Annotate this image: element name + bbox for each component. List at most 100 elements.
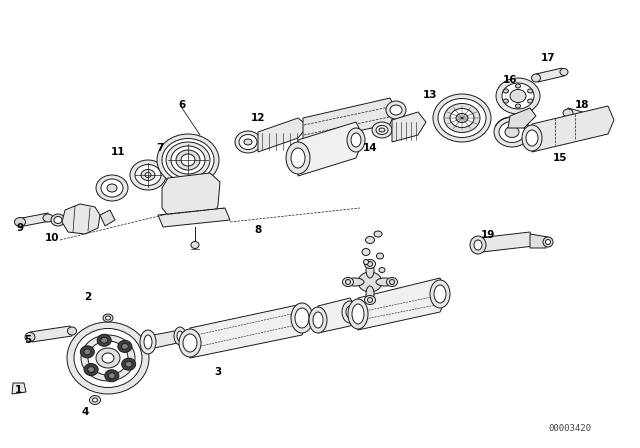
- Ellipse shape: [470, 236, 486, 254]
- Ellipse shape: [181, 154, 195, 166]
- Ellipse shape: [108, 373, 115, 379]
- Ellipse shape: [179, 329, 201, 357]
- Ellipse shape: [43, 214, 53, 222]
- Ellipse shape: [379, 267, 385, 272]
- Ellipse shape: [313, 312, 323, 328]
- Ellipse shape: [430, 280, 450, 308]
- Ellipse shape: [81, 346, 94, 358]
- Ellipse shape: [130, 160, 166, 190]
- Polygon shape: [532, 106, 614, 152]
- Ellipse shape: [386, 101, 406, 119]
- Ellipse shape: [140, 330, 156, 354]
- Ellipse shape: [527, 89, 532, 93]
- Ellipse shape: [157, 134, 219, 186]
- Text: 17: 17: [541, 53, 556, 63]
- Text: 3: 3: [214, 367, 221, 377]
- Ellipse shape: [81, 335, 135, 381]
- Ellipse shape: [379, 128, 385, 132]
- Ellipse shape: [25, 332, 35, 341]
- Ellipse shape: [450, 108, 474, 128]
- Text: 4: 4: [81, 407, 89, 417]
- Ellipse shape: [346, 280, 351, 284]
- Ellipse shape: [591, 117, 598, 123]
- Ellipse shape: [376, 278, 394, 286]
- Ellipse shape: [15, 217, 26, 227]
- Ellipse shape: [96, 175, 128, 201]
- Text: 5: 5: [24, 335, 31, 345]
- Ellipse shape: [125, 361, 132, 367]
- Ellipse shape: [374, 231, 382, 237]
- Polygon shape: [298, 122, 364, 176]
- Polygon shape: [358, 278, 448, 330]
- Text: 10: 10: [45, 233, 60, 243]
- Text: 12: 12: [251, 113, 265, 123]
- Ellipse shape: [162, 138, 214, 181]
- Polygon shape: [62, 204, 100, 234]
- Ellipse shape: [502, 83, 534, 109]
- Text: 9: 9: [17, 223, 24, 233]
- Ellipse shape: [84, 364, 98, 375]
- Ellipse shape: [390, 280, 394, 284]
- Ellipse shape: [346, 306, 354, 318]
- Polygon shape: [566, 108, 594, 124]
- Ellipse shape: [244, 139, 252, 145]
- Polygon shape: [530, 234, 548, 248]
- Ellipse shape: [103, 314, 113, 322]
- Ellipse shape: [376, 125, 388, 134]
- Ellipse shape: [366, 286, 374, 302]
- Text: 14: 14: [363, 143, 378, 153]
- Ellipse shape: [177, 331, 183, 341]
- Polygon shape: [392, 112, 426, 142]
- Ellipse shape: [102, 353, 114, 363]
- Ellipse shape: [13, 384, 23, 392]
- Ellipse shape: [101, 179, 123, 197]
- Ellipse shape: [122, 358, 136, 370]
- Ellipse shape: [118, 340, 132, 353]
- Ellipse shape: [122, 344, 129, 349]
- Ellipse shape: [365, 296, 376, 305]
- Ellipse shape: [191, 241, 199, 249]
- Polygon shape: [100, 210, 115, 226]
- Ellipse shape: [387, 277, 397, 287]
- Ellipse shape: [543, 237, 553, 247]
- Ellipse shape: [348, 299, 368, 329]
- Ellipse shape: [166, 142, 210, 178]
- Ellipse shape: [390, 105, 402, 115]
- Polygon shape: [508, 108, 536, 128]
- Ellipse shape: [504, 89, 508, 93]
- Text: 18: 18: [575, 100, 589, 110]
- Ellipse shape: [67, 322, 149, 394]
- Ellipse shape: [342, 277, 353, 287]
- Ellipse shape: [295, 308, 309, 328]
- Ellipse shape: [145, 172, 151, 177]
- Ellipse shape: [144, 335, 152, 349]
- Text: 15: 15: [553, 153, 567, 163]
- Ellipse shape: [545, 240, 550, 245]
- Ellipse shape: [505, 126, 519, 138]
- Ellipse shape: [367, 297, 372, 302]
- Polygon shape: [318, 298, 358, 333]
- Ellipse shape: [510, 90, 526, 103]
- Ellipse shape: [563, 109, 573, 117]
- Ellipse shape: [88, 366, 95, 373]
- Text: 7: 7: [156, 143, 164, 153]
- Ellipse shape: [286, 142, 310, 174]
- Polygon shape: [158, 208, 230, 227]
- Ellipse shape: [434, 285, 446, 303]
- Polygon shape: [303, 98, 396, 143]
- Polygon shape: [258, 118, 308, 152]
- Ellipse shape: [474, 240, 482, 250]
- Ellipse shape: [515, 84, 520, 88]
- Text: 19: 19: [481, 230, 495, 240]
- Ellipse shape: [106, 316, 111, 320]
- Polygon shape: [536, 68, 564, 82]
- Ellipse shape: [358, 272, 382, 292]
- Ellipse shape: [176, 150, 200, 170]
- Ellipse shape: [291, 303, 313, 333]
- Text: 13: 13: [423, 90, 437, 100]
- Ellipse shape: [362, 249, 370, 255]
- Ellipse shape: [527, 99, 532, 103]
- Ellipse shape: [84, 349, 91, 355]
- Polygon shape: [478, 232, 534, 252]
- Text: 8: 8: [254, 225, 262, 235]
